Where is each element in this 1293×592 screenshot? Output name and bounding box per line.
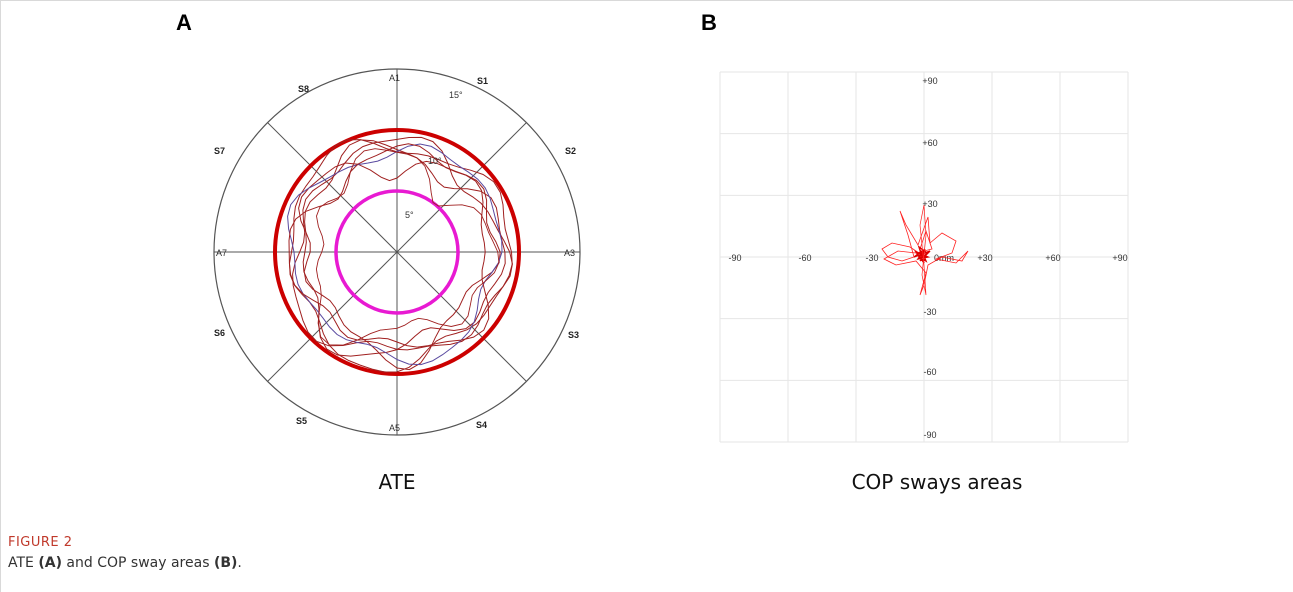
y-tick-label: +90	[922, 76, 937, 86]
ring-label-15: 15°	[449, 90, 463, 100]
sector-label: S5	[296, 416, 307, 426]
panel-a-caption: ATE	[378, 470, 416, 494]
ate-trace-path	[315, 148, 500, 346]
y-tick-label: -30	[923, 307, 936, 317]
x-tick-label: +90	[1112, 253, 1127, 263]
ate-polar-diagram: A1 A3 A5 A7 S1 S2 S3 S4 S5 S6 S7 S8 5° 10° 15°	[213, 68, 581, 436]
axis-label-a5: A5	[389, 423, 400, 433]
figure-label: FIGURE 2	[8, 535, 73, 550]
axis-label-a3: A3	[564, 248, 575, 258]
y-tick-label: +30	[922, 199, 937, 209]
cop-trace-path	[881, 210, 969, 296]
sector-label: S3	[568, 330, 579, 340]
ate-trace-path	[288, 143, 490, 348]
panel-b-caption: COP sways areas	[851, 470, 1023, 494]
sector-label: S1	[477, 76, 488, 86]
sector-label: S7	[214, 146, 225, 156]
top-border	[0, 0, 1293, 1]
y-tick-label: -60	[923, 367, 936, 377]
center-label: 0mm	[934, 253, 954, 263]
ring-label-10: 10°	[428, 156, 442, 166]
panel-a-letter: A	[176, 10, 192, 35]
figure-caption: ATE (A) and COP sway areas (B).	[8, 555, 242, 571]
x-tick-label: +60	[1045, 253, 1060, 263]
y-tick-label: +60	[922, 138, 937, 148]
caption-part: and COP sway areas	[61, 555, 214, 571]
ate-trace-path	[287, 143, 503, 366]
ring-label-5: 5°	[405, 210, 414, 220]
panel-b-letter: B	[701, 10, 717, 35]
x-tick-label: -30	[865, 253, 878, 263]
ate-trace-path	[302, 139, 506, 357]
left-border	[0, 0, 1, 592]
spoke-line	[396, 122, 527, 253]
sector-label: S6	[214, 328, 225, 338]
axis-label-a7: A7	[216, 248, 227, 258]
y-tick-label: -90	[923, 430, 936, 440]
sector-label: S4	[476, 420, 487, 430]
outer-ring	[273, 128, 521, 376]
cop-vertical-trace	[919, 204, 927, 296]
x-tick-label: -90	[728, 253, 741, 263]
caption-part: .	[237, 555, 242, 571]
x-tick-label: -60	[798, 253, 811, 263]
caption-part: ATE	[8, 555, 39, 571]
caption-part-bold: (B)	[213, 555, 238, 571]
spoke-line	[267, 122, 398, 253]
spoke-line	[396, 251, 527, 382]
x-tick-label: +30	[977, 253, 992, 263]
cop-sway-plot: -90 -60 -30 +30 +60 +90 +90 +60 +30 -30 -60 -90 0mm	[719, 71, 1129, 443]
sector-label: S2	[565, 146, 576, 156]
ate-trace-path	[288, 139, 513, 373]
inner-ring	[334, 189, 460, 315]
cop-core-trace	[913, 245, 931, 264]
sector-label: S8	[298, 84, 309, 94]
axis-label-a1: A1	[389, 73, 400, 83]
caption-part-bold: (A)	[38, 555, 62, 571]
